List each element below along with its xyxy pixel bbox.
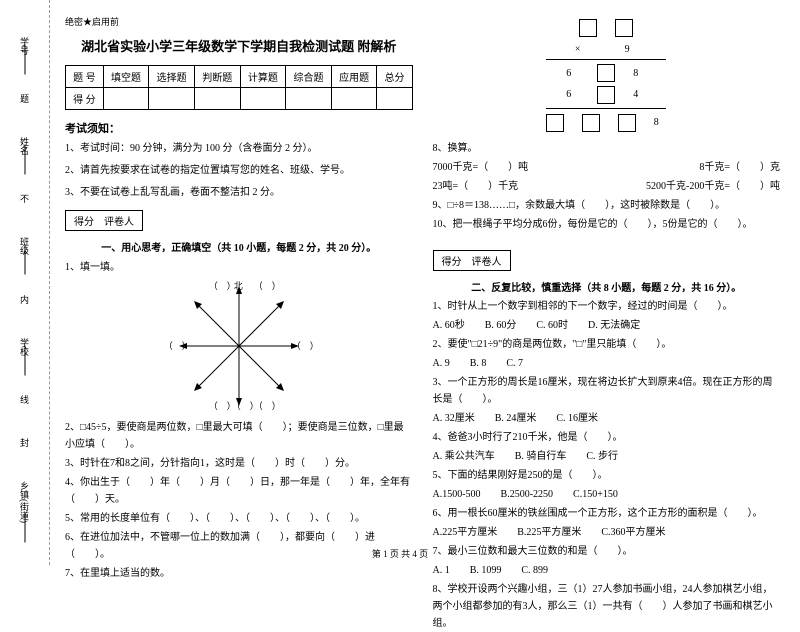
p2q6opts: A.225平方厘米 B.225平方厘米 C.360平方厘米 — [433, 524, 781, 541]
part1-title: 一、用心思考，正确填空（共 10 小题，每题 2 分，共 20 分）。 — [65, 239, 413, 254]
p2q1: 1、时针从上一个数字到相邻的下一个数字，经过的时间是（ ）。 — [433, 298, 781, 315]
p2q2opts: A. 9 B. 8 C. 7 — [433, 355, 781, 372]
bind-xiangzhen: 乡镇(街道) — [10, 481, 40, 528]
page-footer: 第 1 页 共 4 页 — [0, 547, 800, 560]
p2q4opts: A. 乘公共汽车 B. 骑自行车 C. 步行 — [433, 448, 781, 465]
q8d: 5200千克-200千克=（ ）吨 — [646, 178, 780, 195]
p2q2: 2、要使"□21÷9"的商是两位数，"□"里只能填（ ）。 — [433, 336, 781, 353]
q8c: 23吨=（ ）千克 — [433, 178, 519, 195]
binding-margin: 学号 题 姓名 不 班级 内 学校 线 封 乡镇(街道) — [0, 0, 50, 565]
bind-mark: 封 — [18, 438, 31, 447]
notice-title: 考试须知： — [65, 120, 413, 136]
q7: 7、在里填上适当的数。 — [65, 565, 413, 582]
eval-box-2: 得分 评卷人 — [433, 250, 511, 271]
secret-label: 绝密★启用前 — [65, 15, 413, 28]
part2-title: 二、反复比较，慎重选择（共 8 小题，每题 2 分，共 16 分）。 — [433, 279, 781, 294]
q4: 4、你出生于（ ）年（ ）月（ ）日，那一年是（ ）年，全年有（ ）天。 — [65, 474, 413, 508]
p2q8: 8、学校开设两个兴趣小组，三（1）27人参加书画小组，24人参加棋艺小组，两个小… — [433, 581, 781, 632]
exam-title: 湖北省实验小学三年级数学下学期自我检测试题 附解析 — [65, 36, 413, 55]
p2q1opts: A. 60秒 B. 60分 C. 60时 D. 无法确定 — [433, 317, 781, 334]
q3: 3、时针在7和8之间，分针指向1，这时是（ ）时（ ）分。 — [65, 455, 413, 472]
notice-2: 2、请首先按要求在试卷的指定位置填写您的姓名、班级、学号。 — [65, 162, 413, 180]
bind-mark: 内 — [18, 295, 31, 304]
bind-mark: 题 — [18, 94, 31, 103]
q8: 8、换算。 — [433, 140, 781, 157]
p2q4: 4、爸爸3小时行了210千米，他是（ ）。 — [433, 429, 781, 446]
bind-banji: 班级 — [10, 237, 40, 260]
q8a: 7000千克=（ ）吨 — [433, 159, 529, 176]
notice-1: 1、考试时间：90 分钟，满分为 100 分（含卷面分 2 分）。 — [65, 140, 413, 158]
score-table: 题 号 填空题 选择题 判断题 计算题 综合题 应用题 总分 得 分 — [65, 65, 413, 110]
p2q7opts: A. 1 B. 1099 C. 899 — [433, 562, 781, 579]
q5: 5、常用的长度单位有（ ）、（ ）、（ ）、（ ）、（ ）。 — [65, 510, 413, 527]
right-column: × 9 6 8 6 4 8 8、换算。 7000千克=（ ）吨 8千克=（ ）克… — [433, 15, 781, 560]
q8b: 8千克=（ ）克 — [699, 159, 780, 176]
q10: 10、把一根绳子平均分成6份，每份是它的（ ），5份是它的（ ）。 — [433, 216, 781, 233]
p2q5opts: A.1500-500 B.2500-2250 C.150+150 — [433, 486, 781, 503]
eval-box: 得分 评卷人 — [65, 210, 143, 231]
q9: 9、□÷8＝138……□，余数最大填（ ），这时被除数是（ ）。 — [433, 197, 781, 214]
multiplication-box: × 9 6 8 6 4 8 — [433, 18, 781, 132]
p2q6: 6、用一根长60厘米的铁丝围成一个正方形，这个正方形的面积是（ ）。 — [433, 505, 781, 522]
p2q5: 5、下面的结果刚好是250的是（ ）。 — [433, 467, 781, 484]
left-column: 绝密★启用前 湖北省实验小学三年级数学下学期自我检测试题 附解析 题 号 填空题… — [65, 15, 413, 560]
bind-mark: 不 — [18, 194, 31, 203]
bind-xuexiao: 学校 — [10, 338, 40, 361]
bind-xuehao: 学号 — [10, 37, 40, 60]
notice-3: 3、不要在试卷上乱写乱画，卷面不整洁扣 2 分。 — [65, 184, 413, 202]
bind-xingming: 姓名 — [10, 137, 40, 160]
p2q3opts: A. 32厘米 B. 24厘米 C. 16厘米 — [433, 410, 781, 427]
bind-mark: 线 — [18, 395, 31, 404]
q1: 1、填一填。 — [65, 258, 413, 273]
compass-diagram: （ ） 北 （ ） （ ） （ ） （ ） （ ） （ ） — [174, 281, 304, 411]
p2q3: 3、一个正方形的周长是16厘米，现在将边长扩大到原来4倍。现在正方形的周长是（ … — [433, 374, 781, 408]
q2: 2、□45÷5，要使商是两位数，□里最大可填（ ）；要使商是三位数，□里最小应填… — [65, 419, 413, 453]
